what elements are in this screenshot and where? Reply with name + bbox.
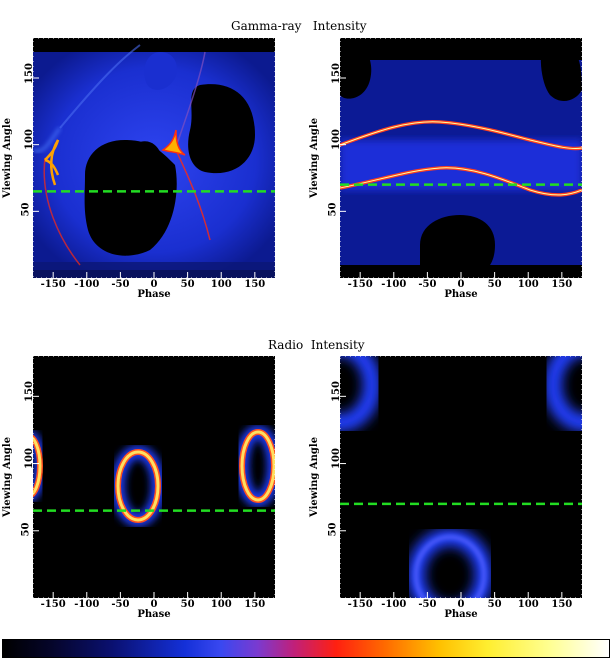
gamma-right-xtick-label: 100 bbox=[517, 279, 539, 290]
radio-left-xlabel: Phase bbox=[137, 609, 171, 620]
gamma-right-xtick-label: -50 bbox=[418, 279, 437, 290]
gamma-section-title: Gamma-ray Intensity bbox=[231, 19, 367, 33]
gamma-left-xtick-label: -100 bbox=[74, 279, 100, 290]
gamma-left-xtick-label: -50 bbox=[111, 279, 130, 290]
radio-right-xtick-label: -150 bbox=[347, 599, 373, 610]
gamma-left-xtick-label: -150 bbox=[40, 279, 66, 290]
radio-left-xtick-label: 100 bbox=[210, 599, 232, 610]
radio-left-frame bbox=[32, 355, 276, 599]
radio-right-ytick-label: 100 bbox=[330, 448, 342, 470]
radio-right-ytick-label: 50 bbox=[326, 522, 338, 537]
radio-left-ytick-label: 100 bbox=[23, 448, 35, 470]
radio-left-xtick-label: -150 bbox=[40, 599, 66, 610]
radio-right-xtick-label: 50 bbox=[487, 599, 502, 610]
gamma-left-ylabel: Viewing Angle bbox=[2, 117, 13, 198]
radio-left-ytick-label: 150 bbox=[23, 380, 35, 402]
radio-left-xtick-label: 150 bbox=[244, 599, 266, 610]
radio-title-word1: Radio bbox=[268, 338, 304, 352]
radio-left-xtick-label: 0 bbox=[150, 599, 158, 610]
gamma-title-word2: Intensity bbox=[312, 19, 367, 33]
gamma-right-ytick-label: 150 bbox=[330, 62, 342, 84]
gamma-right-xtick-label: 0 bbox=[457, 279, 465, 290]
radio-left-ylabel: Viewing Angle bbox=[2, 436, 13, 517]
gamma-title-word1: Gamma-ray bbox=[231, 19, 302, 33]
radio-right-ytick-label: 150 bbox=[330, 380, 342, 402]
radio-right-xtick-label: 100 bbox=[517, 599, 539, 610]
gamma-left-xtick-label: 0 bbox=[150, 279, 158, 290]
gamma-left-ytick-label: 150 bbox=[23, 62, 35, 84]
radio-right-ylabel: Viewing Angle bbox=[309, 436, 320, 517]
gamma-right-ytick-label: 50 bbox=[326, 202, 338, 217]
gamma-right-xtick-label: 50 bbox=[487, 279, 502, 290]
radio-right-frame bbox=[339, 355, 583, 599]
radio-right-xlabel: Phase bbox=[444, 609, 478, 620]
gamma-right-ytick-label: 100 bbox=[330, 129, 342, 151]
gamma-left-xlabel: Phase bbox=[137, 289, 171, 300]
gamma-right-xtick-label: -100 bbox=[381, 279, 407, 290]
radio-left-xtick-label: 50 bbox=[180, 599, 195, 610]
gamma-right-ylabel: Viewing Angle bbox=[309, 117, 320, 198]
radio-section-title: Radio Intensity bbox=[268, 338, 365, 352]
gamma-left-xtick-label: 100 bbox=[210, 279, 232, 290]
gamma-left-xtick-label: 150 bbox=[244, 279, 266, 290]
radio-left-ytick-label: 50 bbox=[19, 522, 31, 537]
radio-left-xtick-label: -50 bbox=[111, 599, 130, 610]
gamma-right-frame bbox=[339, 37, 583, 279]
gamma-left-xtick-label: 50 bbox=[180, 279, 195, 290]
gamma-right-xtick-label: 150 bbox=[551, 279, 573, 290]
gamma-left-ytick-label: 50 bbox=[19, 202, 31, 217]
radio-right-xtick-label: 150 bbox=[551, 599, 573, 610]
gamma-left-ytick-label: 100 bbox=[23, 129, 35, 151]
radio-right-xtick-label: -100 bbox=[381, 599, 407, 610]
radio-left-xtick-label: -100 bbox=[74, 599, 100, 610]
radio-right-xtick-label: -50 bbox=[418, 599, 437, 610]
radio-right-xtick-label: 0 bbox=[457, 599, 465, 610]
gamma-right-xtick-label: -150 bbox=[347, 279, 373, 290]
colorbar bbox=[2, 639, 610, 658]
gamma-right-xlabel: Phase bbox=[444, 289, 478, 300]
gamma-left-frame bbox=[32, 37, 276, 279]
radio-title-word2: Intensity bbox=[310, 338, 365, 352]
